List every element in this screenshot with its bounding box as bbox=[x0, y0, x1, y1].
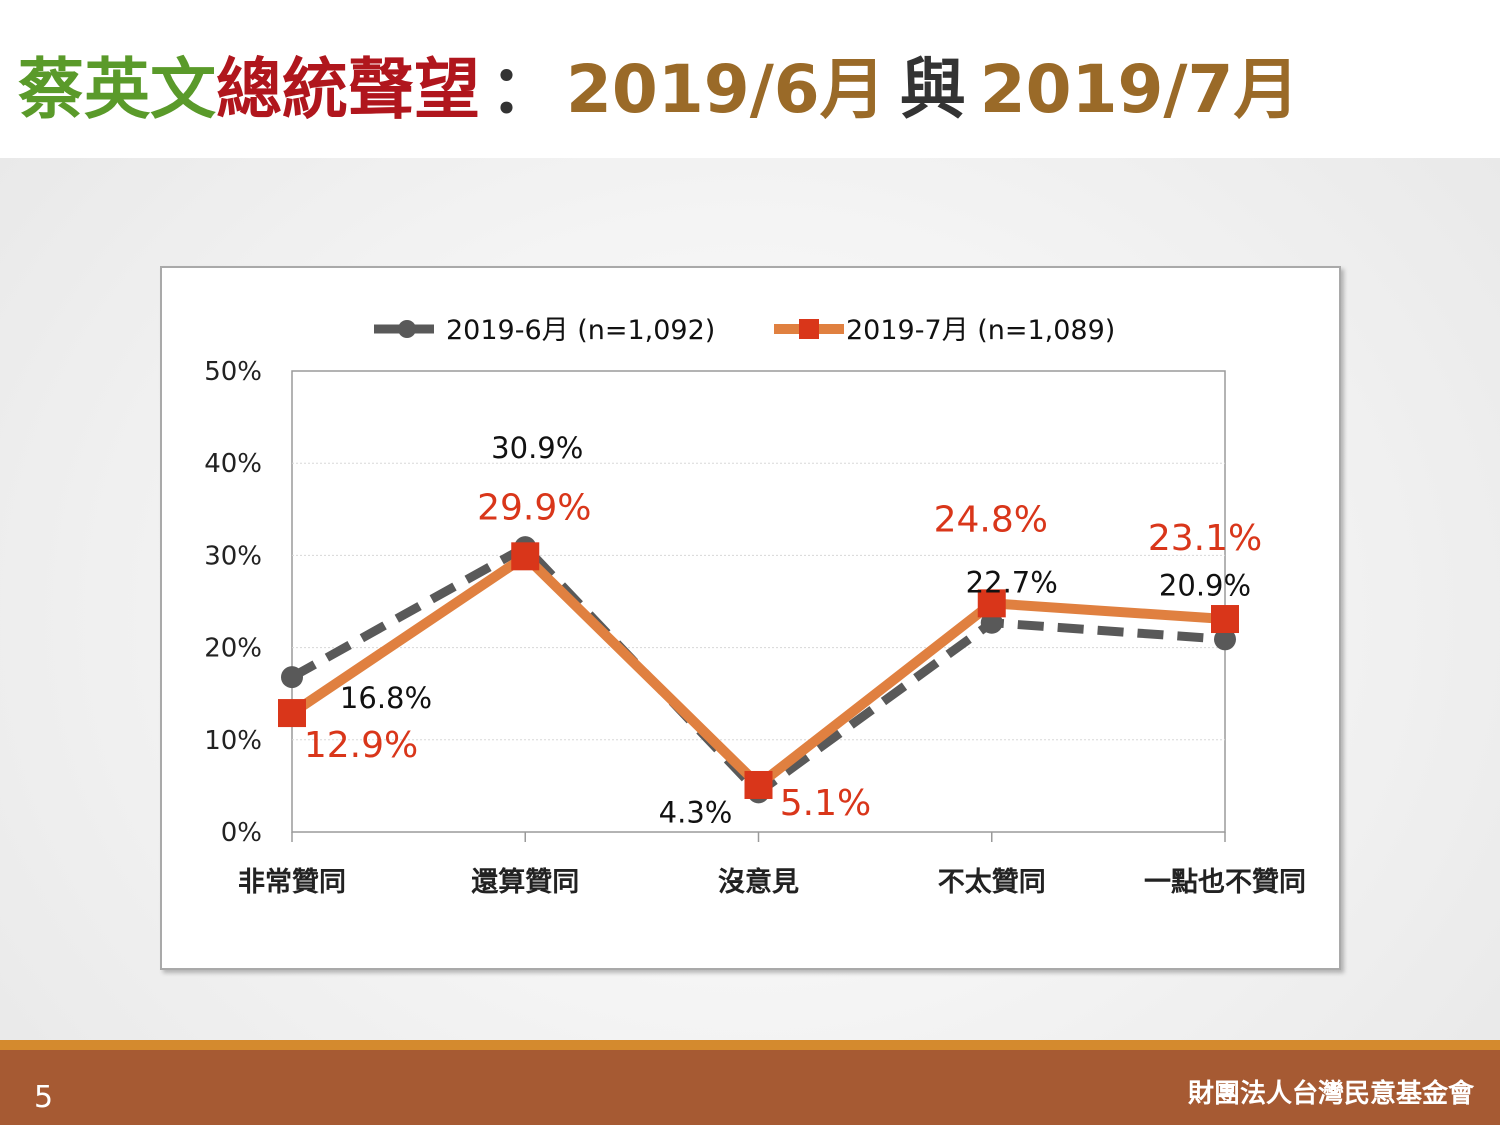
data-label-2019-07: 29.9% bbox=[477, 487, 591, 528]
legend-label-2019-07: 2019-7月 (n=1,089) bbox=[846, 315, 1115, 346]
point-2019-07 bbox=[1211, 605, 1239, 634]
title-date-july: 2019/7月 bbox=[979, 51, 1300, 128]
footer-bar: 5 財團法人台灣民意基金會 bbox=[0, 1040, 1500, 1125]
title-topic: 總統聲望 bbox=[216, 51, 480, 128]
organization-name: 財團法人台灣民意基金會 bbox=[1187, 1079, 1474, 1109]
series-line-2019-06 bbox=[289, 542, 1226, 797]
page-number: 5 bbox=[34, 1080, 54, 1115]
data-label-2019-06: 20.9% bbox=[1159, 568, 1251, 602]
y-tick-label: 20% bbox=[204, 634, 262, 664]
series-layer bbox=[278, 536, 1239, 804]
point-2019-07 bbox=[744, 770, 773, 799]
y-tick-label: 30% bbox=[204, 541, 262, 571]
data-label-2019-07: 24.8% bbox=[934, 499, 1048, 540]
y-tick-label: 0% bbox=[221, 818, 262, 848]
legend-marker-2019-07 bbox=[799, 319, 819, 339]
title-conjunction: 與 bbox=[899, 51, 966, 128]
x-category-label: 非常贊同 bbox=[238, 867, 346, 898]
line-chart: 0% 10% 20% 30% 40% 50% 非常贊同 還算贊同 沒意見 不太贊同 一點也不贊同 1… bbox=[204, 315, 1306, 898]
legend-label-2019-06: 2019-6月 (n=1,092) bbox=[446, 315, 715, 346]
data-label-2019-07: 12.9% bbox=[304, 725, 418, 766]
page-title: 蔡英文總統聲望： 2019/6月與 2019/7月 bbox=[18, 40, 1299, 140]
data-label-2019-07: 23.1% bbox=[1148, 518, 1262, 559]
y-tick-label: 50% bbox=[204, 357, 262, 387]
legend: 2019-6月 (n=1,092) 2019-7月 (n=1,089) bbox=[374, 315, 1115, 346]
x-category-label: 一點也不贊同 bbox=[1144, 867, 1306, 898]
y-tick-label: 10% bbox=[204, 726, 262, 756]
grid-layer bbox=[291, 370, 1226, 833]
title-bar: 蔡英文總統聲望： 2019/6月與 2019/7月 bbox=[0, 0, 1500, 158]
legend-marker-2019-06 bbox=[398, 320, 416, 338]
data-label-2019-07: 5.1% bbox=[780, 783, 871, 824]
data-label-2019-06: 30.9% bbox=[491, 431, 583, 465]
title-date-june: 2019/6月 bbox=[566, 51, 886, 128]
point-2019-06 bbox=[1214, 628, 1236, 651]
chart-panel: 0% 10% 20% 30% 40% 50% 非常贊同 還算贊同 沒意見 不太贊同 一點也不贊同 1… bbox=[160, 266, 1341, 970]
data-label-2019-06: 16.8% bbox=[340, 681, 432, 715]
point-2019-07 bbox=[278, 699, 306, 728]
title-name: 蔡英文 bbox=[18, 51, 216, 128]
series-line-2019-07 bbox=[289, 551, 1226, 790]
data-label-2019-06: 22.7% bbox=[966, 566, 1058, 600]
x-category-label: 沒意見 bbox=[718, 866, 799, 898]
plot-area-border bbox=[291, 370, 1226, 833]
y-tick-label: 40% bbox=[204, 449, 262, 479]
x-category-label: 還算贊同 bbox=[471, 866, 579, 898]
axis-layer: 0% 10% 20% 30% 40% 50% 非常贊同 還算贊同 沒意見 不太贊同 一點也不贊同 bbox=[204, 357, 1306, 898]
point-2019-07 bbox=[977, 589, 1006, 618]
point-2019-06 bbox=[281, 666, 303, 689]
data-label-2019-06: 4.3% bbox=[659, 795, 733, 829]
point-2019-07 bbox=[511, 542, 540, 571]
data-label-layer: 16.8% 30.9% 4.3% 22.7% 20.9% 12.9% 29.9% 5.1% 24… bbox=[304, 431, 1262, 829]
x-category-label: 不太贊同 bbox=[938, 867, 1046, 898]
title-colon: ： bbox=[490, 51, 556, 128]
